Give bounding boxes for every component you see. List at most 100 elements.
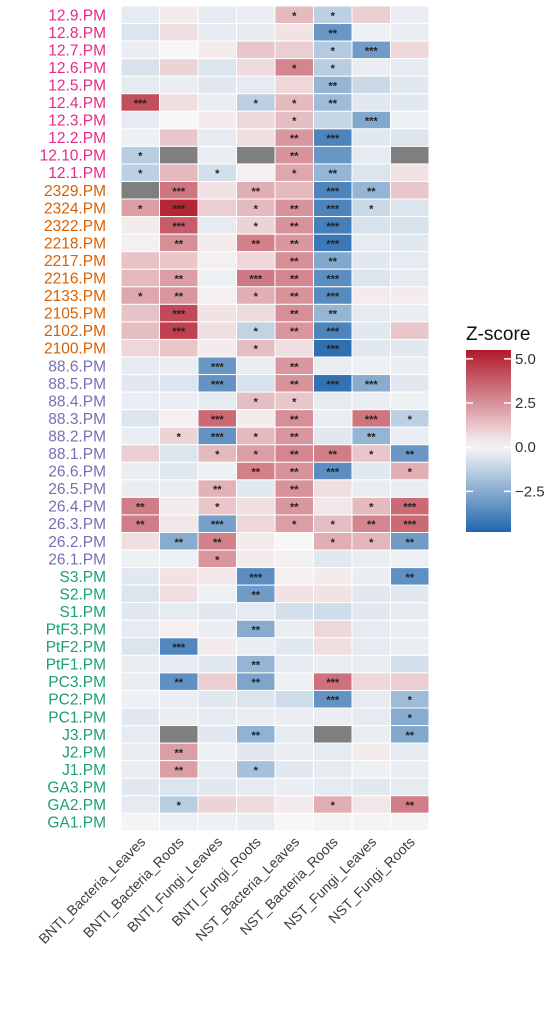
significance-marker: ** xyxy=(290,238,299,250)
significance-marker: *** xyxy=(403,519,417,531)
heatmap-cell xyxy=(120,268,160,288)
significance-marker: ** xyxy=(290,326,299,338)
heatmap-cell xyxy=(236,110,276,130)
heatmap-cell xyxy=(313,409,353,428)
heatmap-cell xyxy=(197,75,237,95)
heatmap-cell xyxy=(390,602,430,621)
significance-marker: ** xyxy=(290,221,299,233)
heatmap-cell xyxy=(390,5,430,25)
significance-marker: *** xyxy=(172,642,186,654)
heatmap-cell xyxy=(274,760,314,779)
heatmap-cell xyxy=(236,777,276,797)
significance-marker: * xyxy=(292,98,297,110)
heatmap-cell xyxy=(236,742,276,762)
row-label: 12.4.PM xyxy=(48,95,106,112)
row-label: 2133.PM xyxy=(44,288,106,305)
heatmap-cell xyxy=(236,514,276,534)
significance-marker: *** xyxy=(172,326,186,338)
significance-marker: ** xyxy=(290,484,299,496)
row-label: GA2.PM xyxy=(47,797,106,814)
heatmap-cell xyxy=(197,742,237,762)
heatmap-cell xyxy=(159,75,199,95)
heatmap-cell xyxy=(351,286,391,305)
significance-marker: ** xyxy=(174,537,183,549)
legend-tick-label: 5.0 xyxy=(515,351,536,368)
heatmap-cell xyxy=(390,672,430,691)
significance-marker: * xyxy=(331,800,336,812)
row-label: 12.9.PM xyxy=(48,7,106,24)
heatmap-cell xyxy=(120,233,160,253)
heatmap-cell xyxy=(120,602,160,621)
significance-marker: ** xyxy=(290,449,299,461)
legend-tick-label: 0.0 xyxy=(515,439,536,456)
row-label: 26.4.PM xyxy=(48,499,106,516)
significance-marker: ** xyxy=(290,309,299,321)
significance-marker: ** xyxy=(251,625,260,637)
significance-marker: *** xyxy=(326,344,340,356)
significance-marker: *** xyxy=(326,467,340,479)
significance-marker: * xyxy=(369,449,374,461)
heatmap-cell xyxy=(120,584,160,604)
heatmap-cell xyxy=(351,707,391,727)
heatmap-cell xyxy=(390,93,430,112)
significance-marker: * xyxy=(331,45,336,57)
legend: Z-score 5.0 2.5 0.0 −2.5 xyxy=(466,324,545,532)
significance-marker: ** xyxy=(174,291,183,303)
heatmap-cell xyxy=(120,725,160,744)
row-label: 12.6.PM xyxy=(48,60,106,77)
column-labels: BNTI_Bacteria_LeavesBNTI_Bacteria_RootsB… xyxy=(35,834,418,947)
row-label: 26.1.PM xyxy=(48,551,106,568)
heatmap-cell xyxy=(351,163,391,182)
significance-marker: * xyxy=(369,203,374,215)
significance-marker: * xyxy=(292,396,297,408)
heatmap-cell xyxy=(159,356,199,376)
heatmap-cell xyxy=(390,637,430,656)
heatmap-cell xyxy=(159,602,199,621)
heatmap-cell xyxy=(390,584,430,604)
heatmap-cell xyxy=(313,654,353,674)
significance-marker: * xyxy=(292,10,297,22)
heatmap-cell xyxy=(274,689,314,709)
row-label: PtF3.PM xyxy=(46,622,106,639)
heatmap-cell xyxy=(236,602,276,621)
heatmap-cell xyxy=(390,479,430,498)
significance-marker: *** xyxy=(249,274,263,286)
heatmap-cell xyxy=(197,40,237,60)
significance-marker: ** xyxy=(290,431,299,443)
heatmap-cell xyxy=(351,5,391,25)
heatmap-cell xyxy=(120,812,160,832)
significance-marker: ** xyxy=(251,238,260,250)
significance-marker: *** xyxy=(172,221,186,233)
heatmap-cell xyxy=(197,637,237,656)
heatmap-cell xyxy=(274,619,314,639)
heatmap-cell xyxy=(274,584,314,604)
heatmap-cell xyxy=(351,584,391,604)
heatmap-cell xyxy=(120,40,160,60)
significance-marker: *** xyxy=(211,414,225,426)
significance-marker: ** xyxy=(290,151,299,163)
significance-marker: ** xyxy=(174,765,183,777)
significance-marker: * xyxy=(254,203,259,215)
row-label: S2.PM xyxy=(59,586,106,603)
row-label: 2329.PM xyxy=(44,183,106,200)
significance-marker: *** xyxy=(211,431,225,443)
row-label: 12.1.PM xyxy=(48,165,106,182)
heatmap-cell xyxy=(120,426,160,446)
heatmap-cell xyxy=(159,23,199,42)
significance-marker: * xyxy=(215,449,220,461)
heatmap-cell xyxy=(236,58,276,77)
heatmap-cell xyxy=(159,584,199,604)
significance-marker: ** xyxy=(136,502,145,514)
heatmap-cell xyxy=(274,742,314,762)
heatmap-cell xyxy=(236,356,276,376)
heatmap-cell xyxy=(159,496,199,516)
row-label: J2.PM xyxy=(62,744,106,761)
heatmap-cell xyxy=(236,795,276,814)
heatmap-cell xyxy=(159,444,199,463)
significance-marker: ** xyxy=(328,80,337,92)
significance-marker: * xyxy=(292,519,297,531)
heatmap-cell xyxy=(197,321,237,340)
heatmap-cell xyxy=(390,549,430,569)
heatmap-cell xyxy=(236,496,276,516)
